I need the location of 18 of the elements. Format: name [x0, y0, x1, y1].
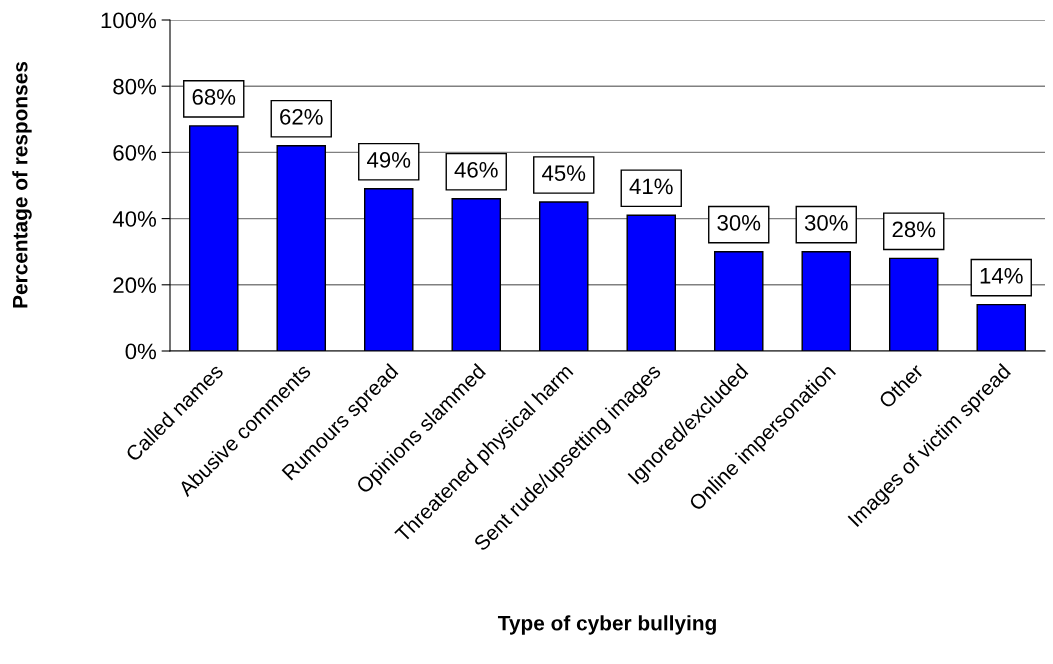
data-label: 49%: [367, 152, 411, 168]
data-label: 41%: [629, 178, 673, 195]
y-tick-label: 60%: [113, 144, 157, 161]
x-axis-title: Type of cyber bullying: [497, 615, 716, 635]
data-label: 45%: [542, 165, 586, 181]
data-label: 14%: [980, 267, 1023, 284]
data-label: 30%: [804, 214, 848, 231]
y-tick-label: 100%: [101, 12, 157, 29]
y-tick-label: 20%: [113, 277, 157, 294]
y-axis-title: Percentage of responses: [12, 61, 32, 308]
y-tick-label: 80%: [113, 78, 157, 95]
data-label: 68%: [192, 89, 236, 105]
y-tick-label: 0%: [125, 343, 157, 360]
data-label: 28%: [892, 221, 936, 238]
data-label: 46%: [454, 161, 498, 178]
data-label: 62%: [280, 108, 323, 125]
y-tick-label: 40%: [112, 211, 157, 227]
data-label: 30%: [717, 214, 761, 231]
